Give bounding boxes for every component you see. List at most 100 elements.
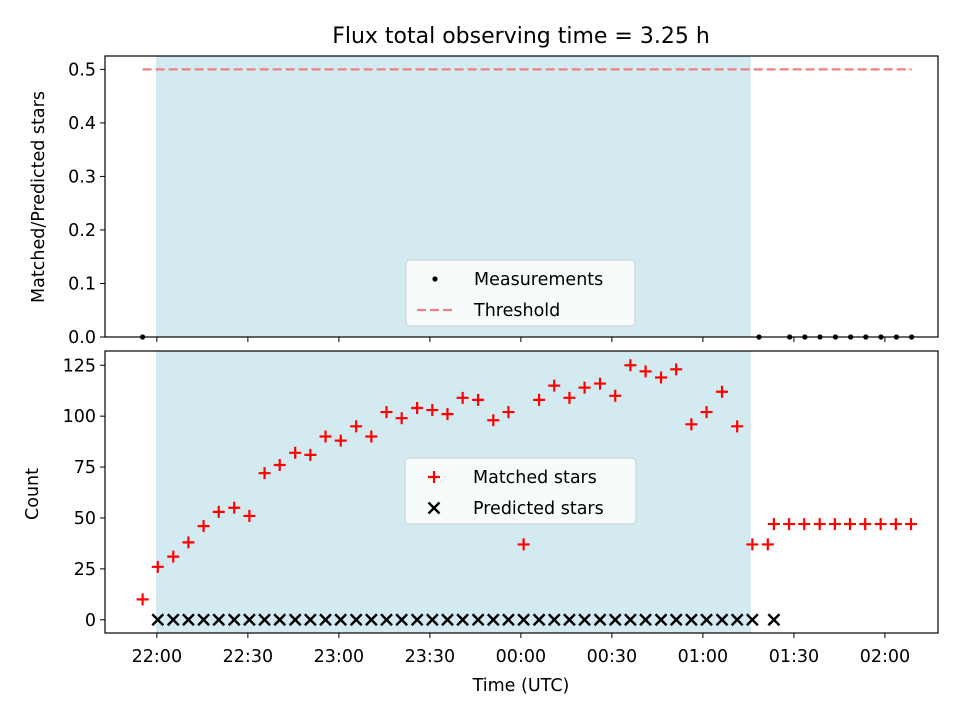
legend-matched-swatch — [428, 471, 440, 483]
predicted-star-point — [730, 613, 744, 627]
predicted-star-point — [685, 613, 698, 627]
x-tick-label: 01:30 — [769, 647, 819, 667]
matched-star-point — [767, 518, 780, 531]
matched-star-point — [874, 518, 887, 531]
matched-star-point — [228, 501, 241, 514]
y-tick-label: 125 — [63, 356, 96, 376]
legend-label: Threshold — [473, 301, 560, 321]
y-tick-label: 0.4 — [68, 114, 96, 134]
predicted-star-point — [502, 613, 515, 627]
matched-star-point — [350, 420, 363, 433]
x-tick-label: 23:00 — [314, 647, 364, 667]
matched-star-point — [700, 406, 713, 419]
y-tick-label: 0.1 — [68, 274, 96, 294]
x-tick-label: 02:00 — [860, 647, 910, 667]
predicted-star-point — [624, 613, 637, 627]
legend-measurement-swatch — [432, 276, 438, 282]
predicted-star-point — [471, 613, 485, 627]
legend-box — [404, 457, 637, 525]
x-tick-label: 22:30 — [223, 647, 273, 667]
matched-star-point — [456, 391, 469, 404]
predicted-star-point — [547, 613, 561, 627]
predicted-star-point — [608, 613, 622, 627]
predicted-star-point — [334, 613, 348, 627]
axes-frame — [104, 55, 939, 338]
matched-star-point — [889, 518, 902, 531]
predicted-star-point — [243, 613, 256, 627]
matched-star-point — [716, 385, 729, 398]
matched-star-point — [609, 389, 622, 402]
predicted-star-point — [715, 613, 729, 627]
predicted-star-point — [395, 613, 409, 627]
predicted-star-point — [517, 613, 530, 627]
matched-star-point — [761, 538, 774, 551]
bottom-y-axis-label: Count — [23, 468, 43, 520]
predicted-star-point — [593, 613, 607, 627]
matched-star-point — [197, 520, 210, 533]
matched-star-point — [487, 414, 500, 427]
legend-box — [405, 259, 636, 327]
x-axis-label: Time (UTC) — [472, 676, 570, 696]
y-tick-label: 100 — [63, 407, 96, 427]
matched-star-point — [670, 363, 683, 376]
matched-star-point — [813, 518, 826, 531]
matched-star-point — [783, 518, 796, 531]
predicted-star-point — [578, 613, 591, 627]
predicted-star-point — [151, 613, 165, 627]
predicted-star-point — [767, 613, 781, 627]
matched-star-point — [905, 518, 918, 531]
x-tick-label: 00:30 — [587, 647, 637, 667]
y-tick-label: 50 — [74, 509, 96, 529]
matched-star-point — [319, 430, 332, 443]
y-tick-label: 0.2 — [68, 221, 96, 241]
legend-predicted-swatch — [427, 501, 441, 515]
matched-star-point — [859, 518, 872, 531]
predicted-star-point — [227, 613, 241, 627]
predicted-star-point — [182, 613, 195, 627]
y-tick-label: 0.0 — [68, 328, 96, 348]
y-tick-label: 0.3 — [68, 167, 96, 187]
matched-star-point — [182, 536, 195, 549]
top-y-axis-label: Matched/Predicted stars — [29, 91, 49, 303]
matched-star-point — [639, 365, 652, 378]
predicted-star-point — [288, 613, 302, 627]
matched-star-point — [395, 412, 408, 425]
matched-star-point — [380, 406, 393, 419]
matched-star-point — [258, 467, 271, 480]
predicted-star-point — [304, 613, 317, 627]
matched-star-point — [548, 379, 561, 392]
y-tick-label: 25 — [74, 560, 96, 580]
matched-star-point — [304, 448, 317, 461]
y-tick-label: 75 — [74, 458, 96, 478]
x-tick-label: 22:00 — [132, 647, 182, 667]
predicted-star-point — [669, 613, 683, 627]
x-tick-label: 01:00 — [678, 647, 728, 667]
predicted-star-point — [486, 613, 500, 627]
matched-star-point — [289, 446, 302, 459]
predicted-star-point — [410, 613, 424, 627]
matched-star-point — [411, 402, 424, 415]
y-tick-label: 0.5 — [68, 60, 96, 80]
matched-star-point — [441, 408, 454, 421]
predicted-star-point — [166, 613, 180, 627]
predicted-star-point — [456, 613, 469, 627]
matched-star-point — [563, 391, 576, 404]
predicted-star-point — [441, 613, 454, 627]
top-panel: 0.0 0.1 0.2 0.3 0.4 0.5 Measurements Threshold — [68, 55, 939, 348]
chart-title: Flux total observing time = 3.25 h — [332, 24, 710, 49]
matched-star-point — [594, 377, 607, 390]
predicted-star-point — [700, 613, 713, 627]
y-tick-label: 0 — [85, 611, 96, 631]
predicted-star-point — [639, 613, 652, 627]
predicted-star-point — [319, 613, 332, 627]
matched-star-point — [624, 359, 637, 372]
predicted-star-point — [212, 613, 226, 627]
matched-star-point — [334, 434, 347, 447]
matched-star-point — [365, 430, 378, 443]
matched-star-point — [167, 550, 180, 563]
predicted-star-point — [425, 613, 439, 627]
matched-star-point — [844, 518, 857, 531]
legend-label: Matched stars — [473, 468, 597, 488]
matched-star-point — [136, 593, 149, 606]
